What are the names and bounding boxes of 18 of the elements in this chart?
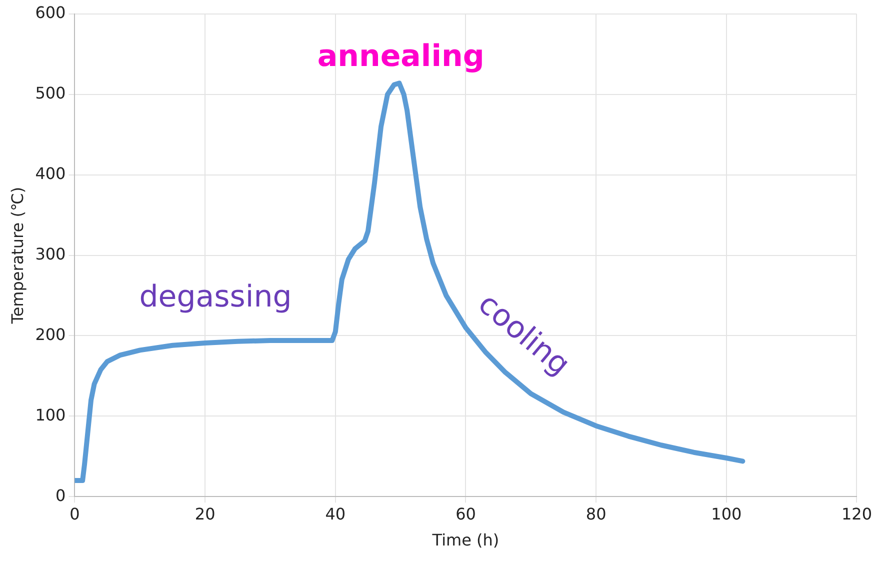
x-tick-label: 40 bbox=[325, 504, 346, 524]
y-tick-label: 500 bbox=[35, 84, 66, 103]
y-tick-label: 100 bbox=[35, 405, 66, 424]
annotation: degassing bbox=[139, 280, 292, 315]
x-tick-label: 60 bbox=[456, 504, 476, 524]
y-tick-label: 200 bbox=[35, 324, 66, 344]
y-tick-label: 0 bbox=[56, 486, 66, 505]
x-tick-label: 120 bbox=[841, 504, 872, 524]
y-tick-label: 400 bbox=[35, 164, 66, 184]
x-tick-label: 100 bbox=[711, 504, 742, 524]
y-axis-title: Temperature (℃) bbox=[8, 186, 27, 325]
x-axis-title: Time (h) bbox=[431, 530, 500, 550]
annotation: annealing bbox=[317, 39, 484, 74]
x-tick-label: 80 bbox=[586, 504, 606, 524]
x-tick-label: 0 bbox=[70, 504, 80, 524]
y-tick-label: 300 bbox=[35, 244, 66, 264]
y-tick-label: 600 bbox=[35, 3, 66, 22]
x-tick-label: 20 bbox=[194, 504, 216, 524]
